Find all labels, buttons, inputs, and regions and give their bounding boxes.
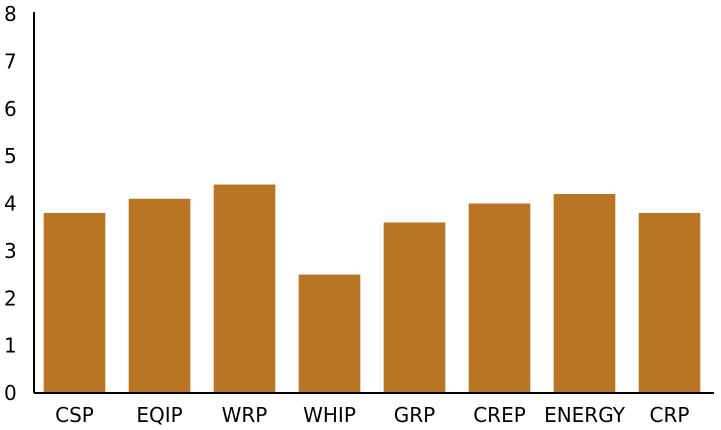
- x-axis-ticks: CSP EQIP WRP WHIP GRP CREP ENERGY CRP: [55, 403, 689, 427]
- bar-crp: [638, 212, 701, 393]
- y-tick-label: 4: [4, 192, 17, 216]
- y-tick-label: 0: [4, 381, 17, 405]
- y-axis-ticks: 0 1 2 3 4 5 6 7 8: [4, 2, 17, 405]
- bar-energy: [553, 194, 616, 393]
- x-tick-label: GRP: [394, 403, 435, 427]
- x-tick-label: WRP: [222, 403, 268, 427]
- y-tick-label: 8: [4, 2, 17, 26]
- bar-csp: [43, 212, 106, 393]
- bar-whip: [298, 274, 361, 393]
- x-tick-label: CREP: [473, 403, 526, 427]
- y-tick-label: 2: [4, 286, 17, 310]
- x-tick-label: WHIP: [303, 403, 356, 427]
- y-tick-label: 6: [4, 97, 17, 121]
- y-tick-label: 5: [4, 144, 17, 168]
- bar-wrp: [213, 184, 276, 393]
- x-tick-label: CSP: [55, 403, 94, 427]
- bar-grp: [383, 222, 446, 393]
- x-tick-label: EQIP: [136, 403, 182, 427]
- y-tick-label: 1: [4, 334, 17, 358]
- bar-group: [43, 184, 701, 393]
- bar-crep: [468, 203, 531, 393]
- y-tick-label: 3: [4, 239, 17, 263]
- y-tick-label: 7: [4, 49, 17, 73]
- x-tick-label: CRP: [650, 403, 690, 427]
- x-tick-label: ENERGY: [544, 403, 626, 427]
- bar-eqip: [128, 198, 191, 393]
